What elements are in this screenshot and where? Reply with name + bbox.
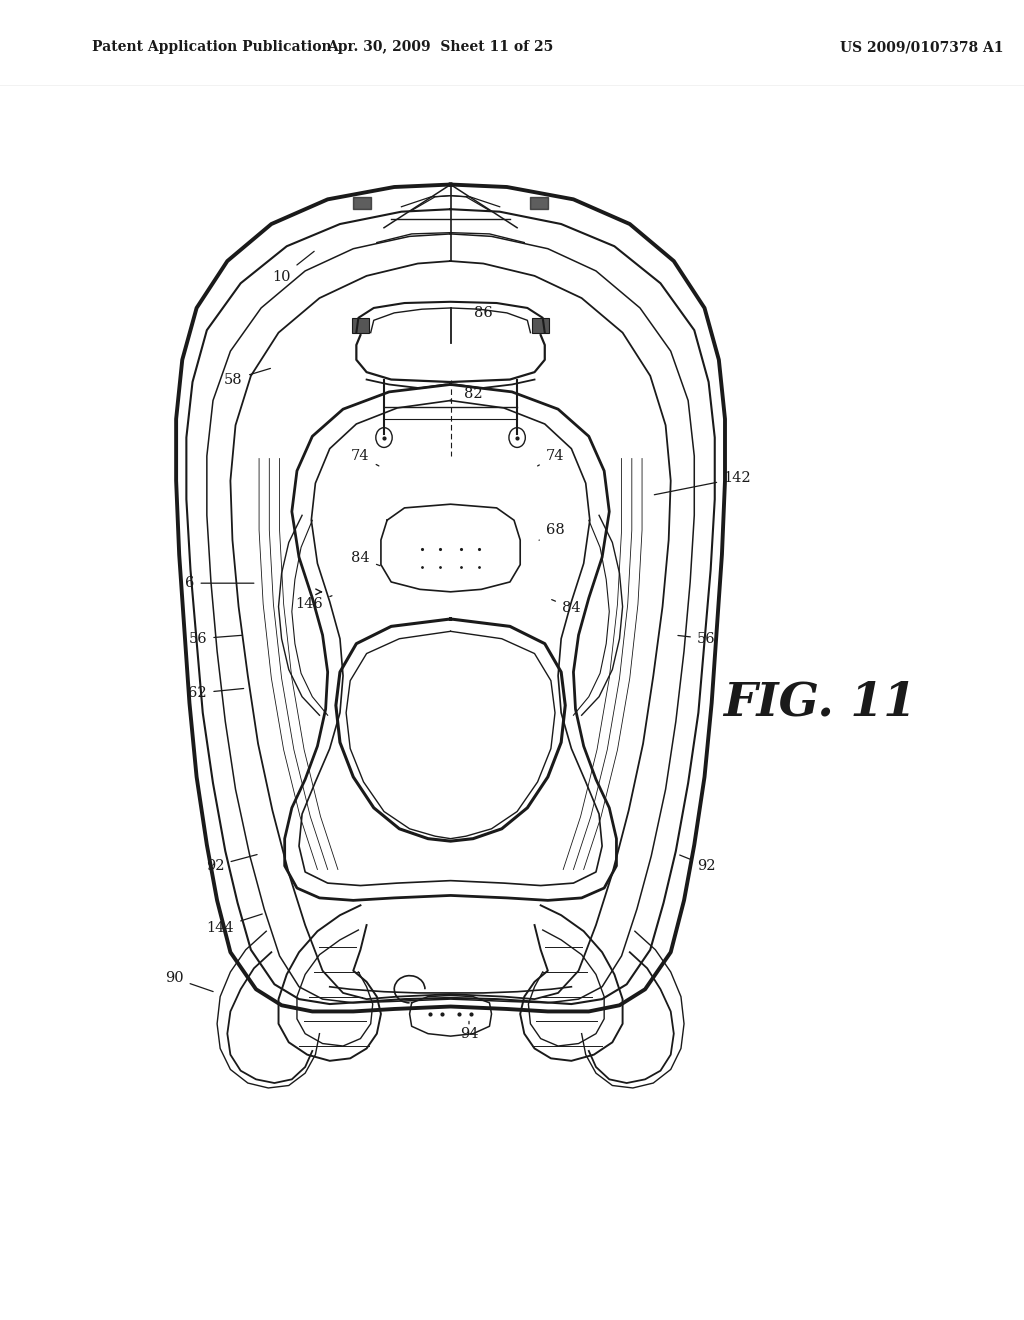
- Text: 74: 74: [351, 449, 379, 466]
- Text: 142: 142: [654, 471, 751, 495]
- Polygon shape: [532, 318, 549, 333]
- Text: 84: 84: [552, 599, 581, 615]
- Text: 56: 56: [678, 632, 716, 645]
- Text: 146: 146: [295, 595, 332, 611]
- Text: 144: 144: [207, 913, 262, 935]
- Polygon shape: [352, 318, 369, 333]
- Text: 58: 58: [224, 368, 270, 387]
- Text: 56: 56: [188, 632, 242, 645]
- Text: 90: 90: [165, 972, 213, 991]
- Text: 10: 10: [272, 251, 314, 284]
- Text: US 2009/0107378 A1: US 2009/0107378 A1: [840, 40, 1004, 54]
- Text: 82: 82: [464, 387, 482, 401]
- Text: Patent Application Publication: Patent Application Publication: [92, 40, 332, 54]
- Text: 84: 84: [351, 552, 380, 566]
- Text: 92: 92: [680, 855, 716, 873]
- Text: 92: 92: [206, 854, 257, 873]
- Text: Apr. 30, 2009  Sheet 11 of 25: Apr. 30, 2009 Sheet 11 of 25: [328, 40, 553, 54]
- Text: 86: 86: [474, 306, 493, 319]
- Text: 74: 74: [538, 449, 564, 466]
- Text: 62: 62: [188, 686, 244, 700]
- Text: 6: 6: [184, 577, 254, 590]
- Text: 94: 94: [460, 1022, 478, 1040]
- Text: 68: 68: [539, 523, 564, 540]
- Text: FIG. 11: FIG. 11: [723, 680, 915, 726]
